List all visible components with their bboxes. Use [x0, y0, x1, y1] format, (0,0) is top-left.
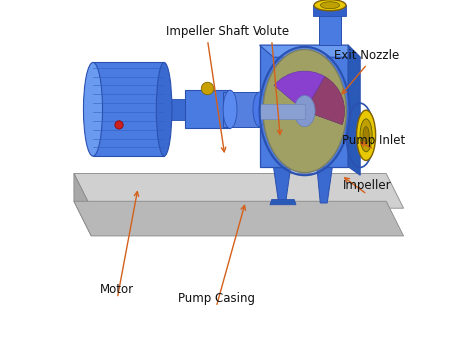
Polygon shape	[74, 174, 91, 236]
Ellipse shape	[260, 47, 350, 175]
Ellipse shape	[156, 62, 172, 156]
Polygon shape	[74, 174, 403, 208]
Ellipse shape	[320, 2, 339, 9]
Circle shape	[201, 82, 214, 95]
Polygon shape	[185, 90, 230, 128]
Ellipse shape	[263, 50, 346, 173]
Ellipse shape	[253, 92, 266, 127]
Ellipse shape	[294, 95, 315, 127]
Text: Volute: Volute	[253, 25, 290, 38]
Polygon shape	[313, 5, 346, 16]
Polygon shape	[317, 167, 332, 203]
Polygon shape	[260, 45, 348, 167]
Text: Exit Nozzle: Exit Nozzle	[335, 49, 400, 62]
Polygon shape	[164, 99, 223, 120]
Ellipse shape	[356, 110, 375, 160]
Text: Motor: Motor	[100, 283, 134, 296]
Polygon shape	[260, 45, 360, 57]
Text: Impeller: Impeller	[343, 179, 392, 192]
Polygon shape	[223, 92, 260, 127]
Wedge shape	[274, 71, 325, 111]
Circle shape	[115, 121, 123, 129]
Polygon shape	[319, 7, 341, 45]
Bar	[260, 104, 305, 119]
Text: Pump Inlet: Pump Inlet	[342, 134, 406, 147]
Polygon shape	[348, 45, 360, 175]
Ellipse shape	[360, 119, 372, 152]
Ellipse shape	[314, 0, 346, 11]
Polygon shape	[270, 200, 296, 205]
Polygon shape	[74, 201, 403, 236]
Ellipse shape	[83, 62, 102, 156]
Wedge shape	[305, 76, 345, 125]
Polygon shape	[93, 62, 164, 156]
Text: Impeller Shaft: Impeller Shaft	[166, 25, 249, 38]
Text: Pump Casing: Pump Casing	[178, 292, 255, 305]
Ellipse shape	[223, 90, 237, 128]
Polygon shape	[273, 167, 291, 203]
Ellipse shape	[363, 127, 369, 144]
